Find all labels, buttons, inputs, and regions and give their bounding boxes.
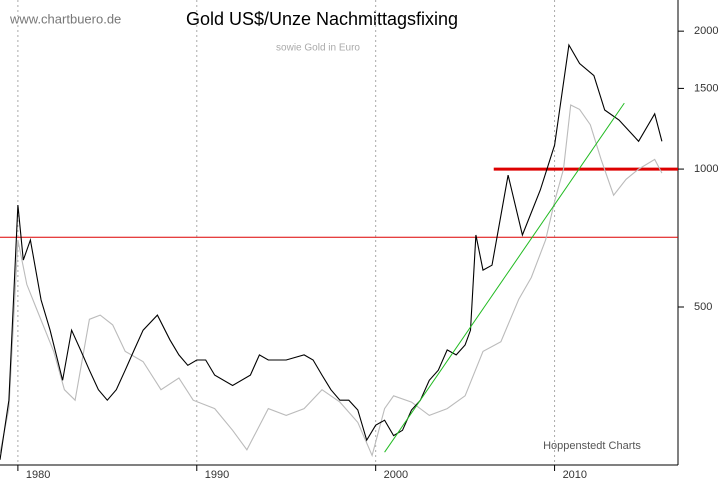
- y-tick-label: 500: [694, 301, 712, 313]
- x-tick-label: 1990: [205, 469, 229, 481]
- credit: Hoppenstedt Charts: [543, 440, 641, 452]
- x-tick-label: 2000: [384, 469, 408, 481]
- trend-line: [384, 102, 625, 453]
- x-tick-label: 1980: [26, 469, 50, 481]
- y-tick-label: 1500: [694, 82, 718, 94]
- y-tick-label: 1000: [694, 163, 718, 175]
- y-tick-label: 2000: [694, 25, 718, 37]
- x-tick-label: 2010: [563, 469, 587, 481]
- series-line: [0, 43, 663, 460]
- chart-subtitle: sowie Gold in Euro: [276, 43, 360, 54]
- series-line: [0, 104, 663, 458]
- source: www.chartbuero.de: [9, 11, 121, 26]
- chart-title: Gold US$/Unze Nachmittagsfixing: [186, 9, 458, 29]
